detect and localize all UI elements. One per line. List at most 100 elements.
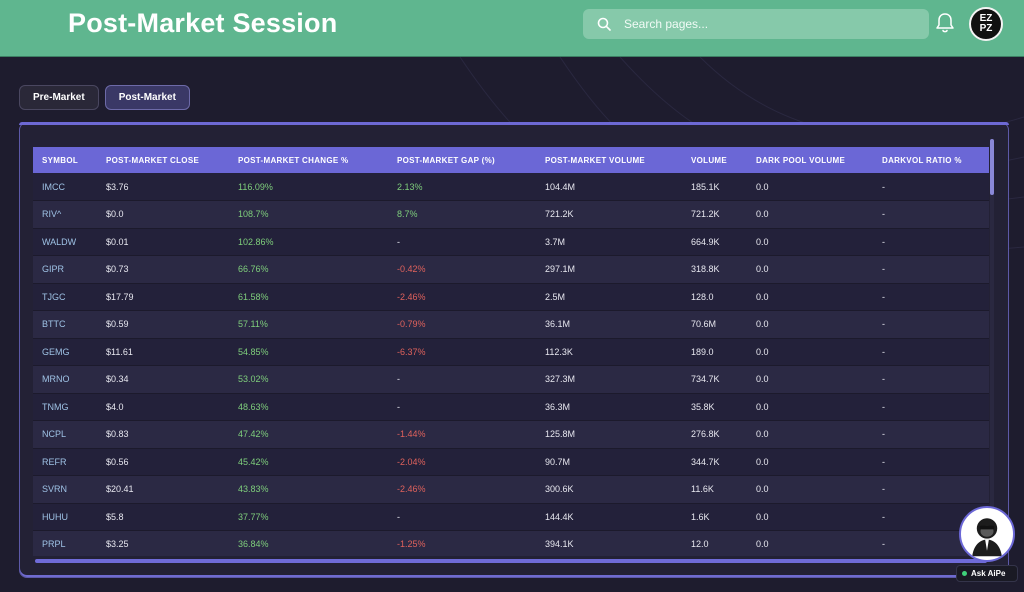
gap-cell: -2.46% [388,283,536,311]
table-container[interactable]: SYMBOL POST-MARKET CLOSE POST-MARKET CHA… [33,147,989,556]
column-header-dark-pool[interactable]: DARK POOL VOLUME [756,155,846,165]
close-cell: $0.34 [97,365,229,394]
change-cell: 54.85% [229,338,388,366]
dark-pool-cell: 0.0 [747,365,873,394]
dark-pool-cell: 0.0 [747,200,873,229]
symbol-cell[interactable]: WALDW [33,228,97,256]
close-cell: $20.41 [97,475,229,504]
pm-volume-cell: 297.1M [536,255,682,284]
page-title: Post-Market Session [68,8,338,38]
symbol-cell[interactable]: TNMG [33,393,97,421]
online-status-dot [962,571,967,576]
tab-post-market[interactable]: Post-Market [104,85,190,110]
symbol-cell[interactable]: GIPR [33,255,97,284]
pm-volume-cell: 2.5M [536,283,682,311]
close-cell: $0.59 [97,310,229,339]
symbol-cell[interactable]: IMCC [33,173,97,201]
gap-cell: -0.42% [388,255,536,284]
column-header-close[interactable]: POST-MARKET CLOSE [106,155,200,165]
table-row[interactable]: PRPL $3.25 36.84% -1.25% 394.1K 12.0 0.0- [33,530,989,556]
volume-cell: 70.6M [682,310,747,339]
pm-volume-cell: 90.7M [536,448,682,476]
table-row[interactable]: MRNO $0.34 53.02% -327.3M 734.7K 0.0- [33,365,989,394]
symbol-cell[interactable]: SVRN [33,475,97,504]
change-cell: 102.86% [229,228,388,256]
darkvol-ratio-cell: - [873,173,989,201]
gap-cell: -2.46% [388,475,536,504]
symbol-cell[interactable]: NCPL [33,420,97,449]
column-header-volume[interactable]: VOLUME [691,155,728,165]
symbol-cell[interactable]: MRNO [33,365,97,394]
table-row[interactable]: RIV^ $0.0 108.7% 8.7% 721.2K 721.2K 0.0- [33,200,989,229]
table-row[interactable]: SVRN $20.41 43.83% -2.46% 300.6K 11.6K 0.0- [33,475,989,504]
darkvol-ratio-cell: - [873,310,989,339]
tab-pre-market[interactable]: Pre-Market [19,85,99,110]
volume-cell: 35.8K [682,393,747,421]
volume-cell: 721.2K [682,200,747,229]
column-header-symbol[interactable]: SYMBOL [42,155,79,165]
darkvol-ratio-cell: - [873,393,989,421]
gap-cell: 8.7% [388,200,536,229]
horizontal-scrollbar[interactable] [35,559,987,563]
symbol-cell[interactable]: RIV^ [33,200,97,229]
close-cell: $4.0 [97,393,229,421]
close-cell: $11.61 [97,338,229,366]
column-header-pm-volume[interactable]: POST-MARKET VOLUME [545,155,646,165]
change-cell: 36.84% [229,530,388,556]
dark-pool-cell: 0.0 [747,310,873,339]
table-row[interactable]: IMCC $3.76 116.09% 2.13% 104.4M 185.1K 0.0- [33,173,989,201]
darkvol-ratio-cell: - [873,200,989,229]
gap-cell: - [388,365,536,394]
gap-cell: - [388,393,536,421]
change-cell: 48.63% [229,393,388,421]
vertical-scrollbar-thumb[interactable] [990,139,994,195]
user-avatar[interactable]: EZ PZ [969,7,1003,41]
change-cell: 47.42% [229,420,388,449]
column-header-darkvol-ratio[interactable]: DARKVOL RATIO % [882,155,962,165]
search-input[interactable] [624,17,914,31]
column-header-gap[interactable]: POST-MARKET GAP (%) [397,155,496,165]
vertical-scrollbar[interactable] [990,139,994,557]
symbol-cell[interactable]: PRPL [33,530,97,556]
top-header: Post-Market Session EZ PZ [0,0,1024,57]
symbol-cell[interactable]: REFR [33,448,97,476]
pm-volume-cell: 36.3M [536,393,682,421]
search-box[interactable] [583,9,929,39]
volume-cell: 189.0 [682,338,747,366]
dark-pool-cell: 0.0 [747,283,873,311]
table-row[interactable]: HUHU $5.8 37.77% -144.4K 1.6K 0.0- [33,503,989,531]
table-row[interactable]: NCPL $0.83 47.42% -1.44% 125.8M 276.8K 0.0- [33,420,989,449]
table-row[interactable]: WALDW $0.01 102.86% -3.7M 664.9K 0.0- [33,228,989,256]
volume-cell: 734.7K [682,365,747,394]
close-cell: $0.73 [97,255,229,284]
volume-cell: 344.7K [682,448,747,476]
volume-cell: 128.0 [682,283,747,311]
symbol-cell[interactable]: GEMG [33,338,97,366]
pm-volume-cell: 125.8M [536,420,682,449]
table-row[interactable]: GEMG $11.61 54.85% -6.37% 112.3K 189.0 0.0- [33,338,989,366]
darkvol-ratio-cell: - [873,365,989,394]
aipe-assistant-icon[interactable] [959,506,1015,562]
table-row[interactable]: GIPR $0.73 66.76% -0.42% 297.1M 318.8K 0.0- [33,255,989,284]
change-cell: 53.02% [229,365,388,394]
darkvol-ratio-cell: - [873,255,989,284]
symbol-cell[interactable]: TJGC [33,283,97,311]
dark-pool-cell: 0.0 [747,475,873,504]
bell-icon[interactable] [935,12,955,34]
close-cell: $0.0 [97,200,229,229]
table-row[interactable]: TNMG $4.0 48.63% -36.3M 35.8K 0.0- [33,393,989,421]
symbol-cell[interactable]: HUHU [33,503,97,531]
darkvol-ratio-cell: - [873,228,989,256]
volume-cell: 185.1K [682,173,747,201]
search-icon [597,17,611,31]
close-cell: $3.25 [97,530,229,556]
table-row[interactable]: BTTC $0.59 57.11% -0.79% 36.1M 70.6M 0.0- [33,310,989,339]
table-row[interactable]: TJGC $17.79 61.58% -2.46% 2.5M 128.0 0.0- [33,283,989,311]
volume-cell: 1.6K [682,503,747,531]
symbol-cell[interactable]: BTTC [33,310,97,339]
volume-cell: 664.9K [682,228,747,256]
ask-aipe-button[interactable]: Ask AiPe [956,565,1018,582]
column-header-change[interactable]: POST-MARKET CHANGE % [238,155,349,165]
volume-cell: 11.6K [682,475,747,504]
table-row[interactable]: REFR $0.56 45.42% -2.04% 90.7M 344.7K 0.0- [33,448,989,476]
